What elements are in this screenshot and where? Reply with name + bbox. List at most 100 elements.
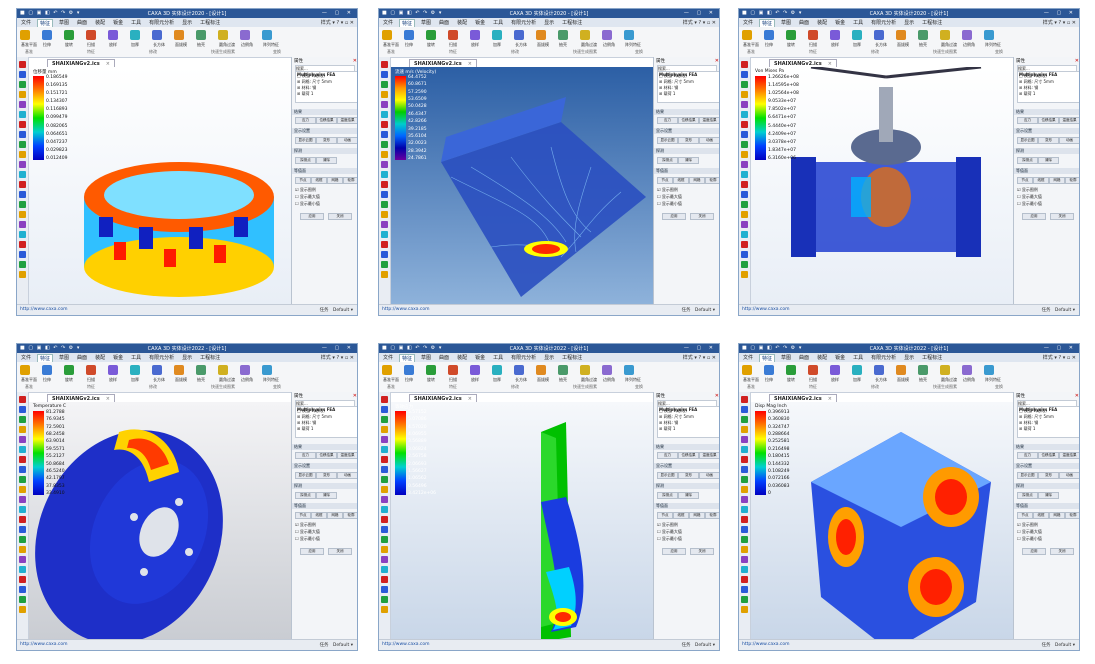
ribbon-button-label[interactable]: 长方体: [153, 377, 165, 382]
tree-item[interactable]: ⊞ 网格: 尺寸 5mm: [659, 414, 694, 419]
ribbon-icon[interactable]: [764, 30, 774, 40]
left-tool-icon[interactable]: [741, 61, 748, 68]
panel-action-button[interactable]: 关闭: [328, 548, 352, 555]
left-tool-icon[interactable]: [741, 201, 748, 208]
ribbon-icon[interactable]: [448, 365, 458, 375]
menu-item[interactable]: 工具: [131, 355, 142, 361]
close-icon[interactable]: ×: [105, 61, 110, 67]
left-tool-icon[interactable]: [19, 536, 26, 543]
result-tab[interactable]: 应力: [295, 452, 316, 459]
display-checkbox[interactable]: ☐ 显示最小值: [1017, 201, 1042, 206]
left-tool-icon[interactable]: [741, 261, 748, 268]
left-tool-icon[interactable]: [19, 231, 26, 238]
view-select[interactable]: Default ▾: [1054, 643, 1075, 648]
iso-button[interactable]: 线框: [673, 177, 689, 184]
ribbon-icon[interactable]: [984, 365, 994, 375]
ribbon-button-label[interactable]: 面拔模: [537, 377, 549, 382]
ribbon-button-label[interactable]: 边倒角: [241, 377, 253, 382]
left-tool-icon[interactable]: [381, 456, 388, 463]
display-button[interactable]: 显示云图: [657, 472, 678, 479]
menu-item[interactable]: 曲面: [439, 20, 450, 26]
tree-item[interactable]: ⊞ 载荷 1: [1019, 426, 1036, 431]
left-tool-icon[interactable]: [741, 221, 748, 228]
display-button[interactable]: 显示云图: [1017, 137, 1038, 144]
ribbon-icon[interactable]: [536, 30, 546, 40]
quick-access-toolbar[interactable]: ■ ▢ ▣ ◧ ↶ ↷ ⚙ ▾: [20, 10, 81, 16]
left-tool-icon[interactable]: [19, 406, 26, 413]
ribbon-button-label[interactable]: 抽壳: [197, 377, 205, 382]
ribbon-button-label[interactable]: 加厚: [853, 42, 861, 47]
ribbon-button-label[interactable]: 圆角过渡: [581, 377, 597, 382]
left-tool-icon[interactable]: [19, 506, 26, 513]
status-url[interactable]: http://www.caxa.com: [20, 307, 68, 312]
left-tool-icon[interactable]: [741, 486, 748, 493]
result-tab[interactable]: 应力: [1017, 117, 1038, 124]
ribbon-button-label[interactable]: 加厚: [493, 377, 501, 382]
menu-item[interactable]: 工具: [853, 355, 864, 361]
ribbon-icon[interactable]: [240, 365, 250, 375]
display-button[interactable]: 变形: [678, 472, 699, 479]
menu-item[interactable]: 装配: [817, 355, 828, 361]
left-tool-icon[interactable]: [381, 426, 388, 433]
probe-button[interactable]: 清除: [316, 157, 337, 164]
ribbon-icon[interactable]: [536, 365, 546, 375]
ribbon-icon[interactable]: [86, 365, 96, 375]
ribbon-icon[interactable]: [108, 365, 118, 375]
ribbon-button-label[interactable]: 圆角过渡: [941, 42, 957, 47]
left-tool-icon[interactable]: [741, 546, 748, 553]
left-tool-icon[interactable]: [19, 586, 26, 593]
ribbon-button-label[interactable]: 长方体: [515, 42, 527, 47]
ribbon-button-label[interactable]: 加厚: [853, 377, 861, 382]
left-tool-icon[interactable]: [381, 526, 388, 533]
panel-action-button[interactable]: 应用: [300, 213, 324, 220]
menu-item[interactable]: 工程标注: [922, 355, 943, 361]
view-select[interactable]: Default ▾: [332, 308, 353, 313]
left-tool-icon[interactable]: [19, 436, 26, 443]
left-tool-icon[interactable]: [381, 221, 388, 228]
ribbon-icon[interactable]: [382, 30, 392, 40]
ribbon-icon[interactable]: [42, 365, 52, 375]
display-button[interactable]: 显示云图: [1017, 472, 1038, 479]
iso-button[interactable]: 网格: [327, 512, 343, 519]
display-checkbox[interactable]: ☐ 显示最小值: [1017, 536, 1042, 541]
ribbon-button-label[interactable]: 基准平面: [21, 42, 37, 47]
ribbon-icon[interactable]: [918, 365, 928, 375]
menu-item[interactable]: 有限元分析: [149, 20, 175, 26]
ribbon-button-label[interactable]: 抽壳: [559, 42, 567, 47]
left-tool-icon[interactable]: [19, 91, 26, 98]
ribbon-icon[interactable]: [492, 30, 502, 40]
ribbon-button-label[interactable]: 扫描: [449, 377, 457, 382]
display-button[interactable]: 变形: [678, 137, 699, 144]
probe-button[interactable]: 清除: [678, 492, 699, 499]
left-tool-icon[interactable]: [381, 171, 388, 178]
left-tool-icon[interactable]: [19, 261, 26, 268]
ribbon-icon[interactable]: [64, 365, 74, 375]
menu-item[interactable]: 草图: [781, 355, 792, 361]
left-tool-icon[interactable]: [741, 576, 748, 583]
menu-right-controls[interactable]: 样式 ▾ ? ▾ ▫ ✕: [320, 20, 354, 26]
left-tool-icon[interactable]: [381, 446, 388, 453]
result-tab[interactable]: 应力: [657, 452, 678, 459]
ribbon-icon[interactable]: [196, 30, 206, 40]
ribbon-button-label[interactable]: 放样: [831, 377, 839, 382]
left-tool-icon[interactable]: [741, 516, 748, 523]
tree-item[interactable]: □ 模型 1(修改): [1019, 73, 1047, 78]
panel-action-button[interactable]: 关闭: [690, 213, 714, 220]
ribbon-icon[interactable]: [130, 30, 140, 40]
tree-item[interactable]: ⊞ 载荷 1: [297, 91, 314, 96]
ribbon-button-label[interactable]: 扫描: [809, 377, 817, 382]
ribbon-button-label[interactable]: 面拔模: [537, 42, 549, 47]
left-tool-icon[interactable]: [19, 456, 26, 463]
menu-item[interactable]: 显示: [904, 355, 915, 361]
iso-button[interactable]: 轮廓: [343, 177, 357, 184]
iso-button[interactable]: 轮廓: [1065, 512, 1079, 519]
left-tool-icon[interactable]: [741, 536, 748, 543]
menu-item[interactable]: 文件: [21, 20, 32, 26]
ribbon-button-label[interactable]: 圆角过渡: [941, 377, 957, 382]
close-icon[interactable]: ×: [105, 396, 110, 402]
tree-item[interactable]: □ 模型 1(修改): [1019, 408, 1047, 413]
display-checkbox[interactable]: ☑ 显示图例: [295, 522, 316, 527]
tree-item[interactable]: ⊞ 载荷 1: [1019, 91, 1036, 96]
ribbon-button-label[interactable]: 面拔模: [897, 377, 909, 382]
ribbon-button-label[interactable]: 拉伸: [43, 42, 51, 47]
